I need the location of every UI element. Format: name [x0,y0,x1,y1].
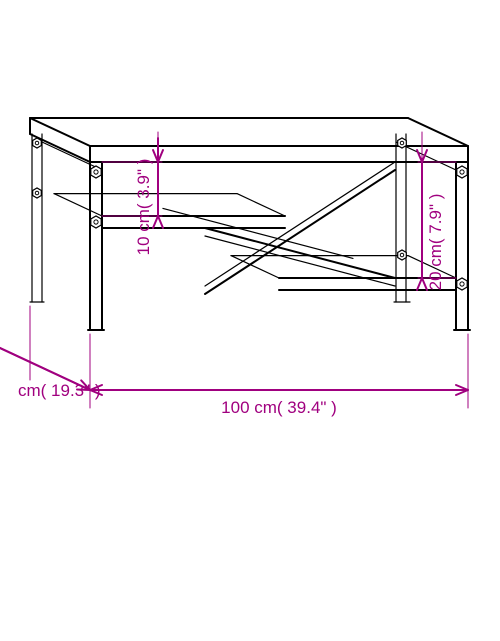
drawing-svg [0,0,500,641]
dimension-diagram: 100 cm( 39.4" )cm( 19.3" )10 cm( 3.9" )2… [0,0,500,641]
